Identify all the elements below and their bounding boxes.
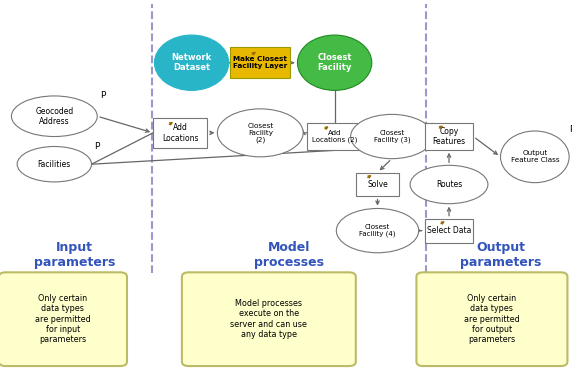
Text: Output
Feature Class: Output Feature Class	[510, 150, 559, 163]
Text: P: P	[569, 125, 572, 134]
Text: P: P	[94, 142, 100, 151]
FancyBboxPatch shape	[153, 118, 208, 148]
Text: Add
Locations (2): Add Locations (2)	[312, 130, 358, 143]
Ellipse shape	[217, 109, 303, 157]
Ellipse shape	[351, 114, 433, 159]
Text: Model
processes: Model processes	[254, 241, 324, 269]
Text: Network
Dataset: Network Dataset	[172, 53, 212, 72]
FancyBboxPatch shape	[416, 272, 567, 366]
Ellipse shape	[17, 146, 92, 182]
Text: Output
parameters: Output parameters	[460, 241, 541, 269]
Text: Closest
Facility (4): Closest Facility (4)	[359, 224, 396, 237]
Text: P: P	[100, 92, 106, 100]
Text: Only certain
data types
are permitted
for input
parameters: Only certain data types are permitted fo…	[35, 294, 91, 345]
FancyBboxPatch shape	[308, 123, 362, 151]
Text: Select Data: Select Data	[427, 226, 471, 235]
Ellipse shape	[297, 35, 372, 90]
Text: Closest
Facility: Closest Facility	[317, 53, 352, 72]
Text: Make Closest
Facility Layer: Make Closest Facility Layer	[233, 56, 287, 69]
Text: Closest
Facility
(2): Closest Facility (2)	[247, 123, 273, 143]
Ellipse shape	[154, 35, 229, 90]
Text: Facilities: Facilities	[38, 160, 71, 169]
Text: Input
parameters: Input parameters	[34, 241, 115, 269]
Ellipse shape	[500, 131, 569, 183]
FancyBboxPatch shape	[356, 173, 399, 196]
FancyBboxPatch shape	[0, 272, 127, 366]
Text: Closest
Facility (3): Closest Facility (3)	[374, 130, 410, 143]
FancyBboxPatch shape	[424, 123, 474, 150]
FancyBboxPatch shape	[424, 218, 474, 243]
Text: Copy
Features: Copy Features	[432, 127, 466, 146]
Text: Model processes
execute on the
server and can use
any data type: Model processes execute on the server an…	[231, 299, 307, 339]
Ellipse shape	[336, 208, 419, 253]
Text: Only certain
data types
are permitted
for output
parameters: Only certain data types are permitted fo…	[464, 294, 520, 345]
Text: Geocoded
Address: Geocoded Address	[35, 107, 73, 126]
FancyBboxPatch shape	[182, 272, 356, 366]
FancyBboxPatch shape	[230, 47, 291, 79]
Text: Add
Locations: Add Locations	[162, 123, 198, 142]
Text: Solve: Solve	[367, 180, 388, 189]
Ellipse shape	[410, 165, 488, 204]
Text: Routes: Routes	[436, 180, 462, 189]
Ellipse shape	[11, 96, 97, 137]
